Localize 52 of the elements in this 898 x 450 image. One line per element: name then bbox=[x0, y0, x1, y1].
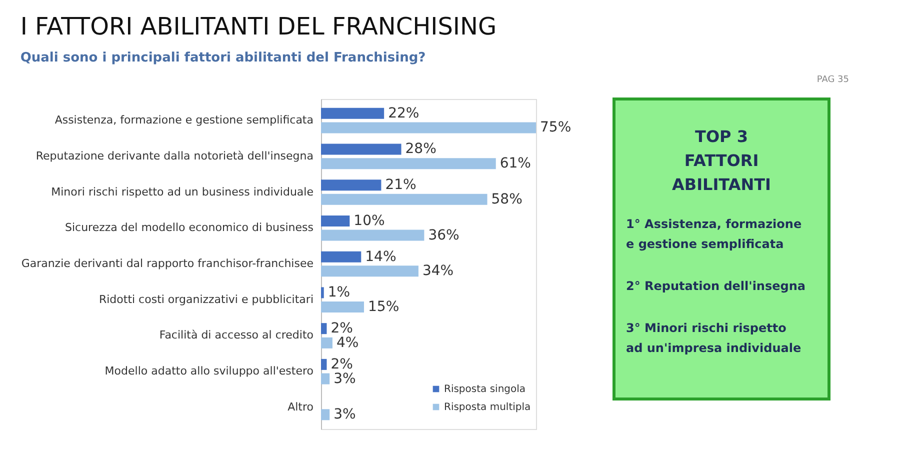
bar bbox=[321, 230, 424, 241]
bar bbox=[321, 180, 382, 191]
bar bbox=[321, 287, 324, 298]
data-label: 15% bbox=[368, 299, 400, 316]
bar bbox=[321, 337, 332, 348]
data-label: 22% bbox=[388, 105, 420, 122]
data-label: 75% bbox=[540, 120, 572, 136]
chart-title: I FATTORI ABILITANTI DEL FRANCHISING bbox=[20, 12, 497, 40]
data-label: 36% bbox=[428, 227, 460, 244]
bar bbox=[321, 194, 488, 205]
data-label: 2% bbox=[330, 356, 353, 372]
legend-label: Risposta multipla bbox=[444, 402, 531, 413]
chart-subtitle: Quali sono i principali fattori abilitanti del Franchising? bbox=[20, 50, 426, 66]
data-label: 28% bbox=[405, 141, 436, 158]
text: 2° Reputation dell'insegna bbox=[626, 279, 806, 293]
text: 1° Assistenza, formazione e gestione semplificata bbox=[626, 217, 802, 251]
bar bbox=[321, 144, 402, 155]
y-tick-label: Ridotti costi organizzativi e pubblicitari bbox=[98, 292, 314, 306]
bar bbox=[321, 215, 350, 226]
data-label: 3% bbox=[334, 406, 356, 423]
data-label: 21% bbox=[385, 177, 416, 194]
y-tick-label: Minori rischi rispetto ad un business individuale bbox=[51, 185, 314, 198]
data-label: 10% bbox=[354, 212, 385, 229]
data-label: 14% bbox=[365, 248, 396, 265]
data-label: 61% bbox=[500, 156, 531, 172]
bar bbox=[321, 266, 418, 277]
text: PAG 35 bbox=[816, 75, 849, 85]
text: 3° Minori rischi rispetto ad un'impresa individuale bbox=[626, 321, 802, 355]
bar bbox=[321, 409, 330, 420]
data-label: 2% bbox=[330, 320, 353, 337]
y-tick-label: Modello adatto allo sviluppo all'estero bbox=[104, 364, 314, 378]
y-tick-label: Garanzie derivanti dal rapporto franchisor-franchisee bbox=[21, 257, 314, 270]
bar bbox=[321, 358, 327, 370]
bar bbox=[321, 302, 364, 313]
y-tick-label: Altro bbox=[288, 400, 314, 414]
data-label: 1% bbox=[328, 284, 350, 301]
bar bbox=[321, 158, 496, 170]
y-tick-label: Reputazione derivante dalla notorietà dell'insegna bbox=[36, 149, 314, 162]
legend-label: Risposta singola bbox=[444, 384, 526, 395]
text: TOP 3 FATTORI ABILITANTI bbox=[672, 127, 771, 194]
data-label: 58% bbox=[491, 191, 522, 208]
bar bbox=[321, 251, 362, 262]
bar bbox=[321, 108, 384, 119]
y-tick-label: Facilità di accesso al credito bbox=[159, 328, 314, 342]
data-label: 3% bbox=[334, 370, 356, 387]
data-label: 4% bbox=[336, 334, 359, 351]
y-tick-label: Sicurezza del modello economico di business bbox=[65, 221, 314, 234]
y-tick-label: Assistenza, formazione e gestione semplificata bbox=[54, 114, 314, 127]
data-label: 34% bbox=[422, 263, 454, 280]
bar bbox=[321, 373, 330, 384]
bar bbox=[321, 122, 536, 134]
bar bbox=[321, 323, 327, 334]
